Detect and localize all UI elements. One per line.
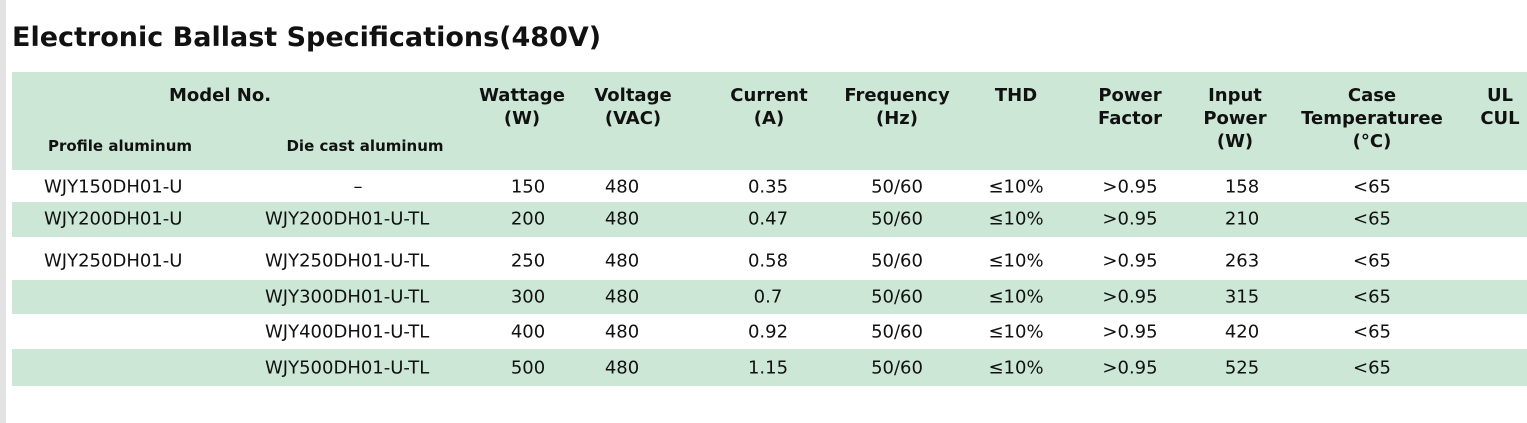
table-cell: 210 xyxy=(1224,208,1260,230)
table-cell: 50/60 xyxy=(871,321,923,343)
table-cell: 525 xyxy=(1224,357,1260,379)
table-cell: 250 xyxy=(510,250,546,272)
table-cell: 1.15 xyxy=(747,357,789,379)
table-cell: ≤10% xyxy=(988,250,1044,272)
table-cell: 200 xyxy=(510,208,546,230)
table-cell: 480 xyxy=(604,286,640,308)
row-band xyxy=(12,349,1527,386)
column-header: Current (A) xyxy=(730,84,807,130)
header-line: (°C) xyxy=(1352,131,1392,152)
table-cell: >0.95 xyxy=(1102,250,1158,272)
table-cell: >0.95 xyxy=(1102,357,1158,379)
column-header: Voltage (VAC) xyxy=(594,84,671,130)
table-cell: 0.58 xyxy=(747,250,789,272)
table-cell: – xyxy=(353,176,363,198)
table-cell: ≤10% xyxy=(988,321,1044,343)
header-line: Temperaturee xyxy=(1301,108,1443,129)
table-cell: WJY400DH01-U-TL xyxy=(265,321,430,343)
table-cell: 480 xyxy=(604,250,640,272)
column-header: Wattage (W) xyxy=(479,84,565,130)
header-line: Factor xyxy=(1098,108,1162,129)
table-cell: 315 xyxy=(1224,286,1260,308)
header-line: THD xyxy=(994,85,1038,106)
table-cell: <65 xyxy=(1353,208,1391,230)
table-cell: 500 xyxy=(510,357,546,379)
table-cell: ≤10% xyxy=(988,357,1044,379)
row-band xyxy=(12,202,1527,237)
table-cell: <65 xyxy=(1353,321,1391,343)
table-cell: 0.7 xyxy=(753,286,783,308)
table-cell: <65 xyxy=(1353,176,1391,198)
table-cell: WJY250DH01-U xyxy=(44,250,183,272)
header-line: (W) xyxy=(503,108,541,129)
table-cell: 480 xyxy=(604,357,640,379)
column-header: Case Temperaturee (°C) xyxy=(1301,84,1443,153)
page-title: Electronic Ballast Specifications(480V) xyxy=(12,22,602,53)
table-cell: 50/60 xyxy=(871,176,923,198)
table-cell: 480 xyxy=(604,176,640,198)
table-cell: 50/60 xyxy=(871,357,923,379)
header-line: (Hz) xyxy=(875,108,918,129)
column-header: Input Power (W) xyxy=(1203,84,1266,153)
header-line: (VAC) xyxy=(604,108,662,129)
table-cell: <65 xyxy=(1353,357,1391,379)
table-cell: <65 xyxy=(1353,286,1391,308)
header-line: Power xyxy=(1098,85,1162,106)
table-cell: 0.47 xyxy=(747,208,789,230)
table-cell: >0.95 xyxy=(1102,208,1158,230)
table-cell: >0.95 xyxy=(1102,321,1158,343)
table-cell: 400 xyxy=(510,321,546,343)
header-line: Frequency xyxy=(844,85,950,106)
table-cell: 0.92 xyxy=(747,321,789,343)
table-cell: >0.95 xyxy=(1102,286,1158,308)
table-cell: >0.95 xyxy=(1102,176,1158,198)
header-line: UL xyxy=(1486,85,1514,106)
header-line: (A) xyxy=(753,108,785,129)
table-cell: WJY150DH01-U xyxy=(44,176,183,198)
table-cell: 300 xyxy=(510,286,546,308)
table-cell: 480 xyxy=(604,208,640,230)
table-cell: ≤10% xyxy=(988,208,1044,230)
header-line: Voltage xyxy=(594,85,672,106)
sub-header: Profile aluminum xyxy=(47,137,193,155)
header-line: Input xyxy=(1208,85,1262,106)
table-cell: WJY200DH01-U xyxy=(44,208,183,230)
table-cell: 50/60 xyxy=(871,286,923,308)
table-cell: 158 xyxy=(1224,176,1260,198)
model-header: Model No. xyxy=(168,85,272,106)
column-header: Power Factor xyxy=(1098,84,1162,130)
header-line: CUL xyxy=(1480,108,1520,129)
table-cell: 263 xyxy=(1224,250,1260,272)
header-line: Case xyxy=(1347,85,1397,106)
table-cell: 480 xyxy=(604,321,640,343)
header-line: Power xyxy=(1203,108,1267,129)
side-strip xyxy=(0,0,6,423)
table-cell: ≤10% xyxy=(988,286,1044,308)
header-line: Current xyxy=(730,85,808,106)
column-header: Frequency (Hz) xyxy=(844,84,949,130)
table-cell: WJY200DH01-U-TL xyxy=(265,208,430,230)
table-cell: WJY300DH01-U-TL xyxy=(265,286,430,308)
row-band xyxy=(12,280,1527,314)
table-cell: 420 xyxy=(1224,321,1260,343)
table-cell: WJY250DH01-U-TL xyxy=(265,250,430,272)
header-line: Wattage xyxy=(479,85,565,106)
table-cell: 50/60 xyxy=(871,250,923,272)
column-header: UL CUL xyxy=(1480,84,1519,130)
table-cell: 50/60 xyxy=(871,208,923,230)
header-line: (W) xyxy=(1216,131,1254,152)
table-cell: 150 xyxy=(510,176,546,198)
header-band xyxy=(12,72,1527,170)
table-cell: WJY500DH01-U-TL xyxy=(265,357,430,379)
table-cell: ≤10% xyxy=(988,176,1044,198)
table-cell: <65 xyxy=(1353,250,1391,272)
column-header: THD xyxy=(995,84,1037,107)
sub-header: Die cast aluminum xyxy=(286,137,444,155)
table-cell: 0.35 xyxy=(747,176,789,198)
